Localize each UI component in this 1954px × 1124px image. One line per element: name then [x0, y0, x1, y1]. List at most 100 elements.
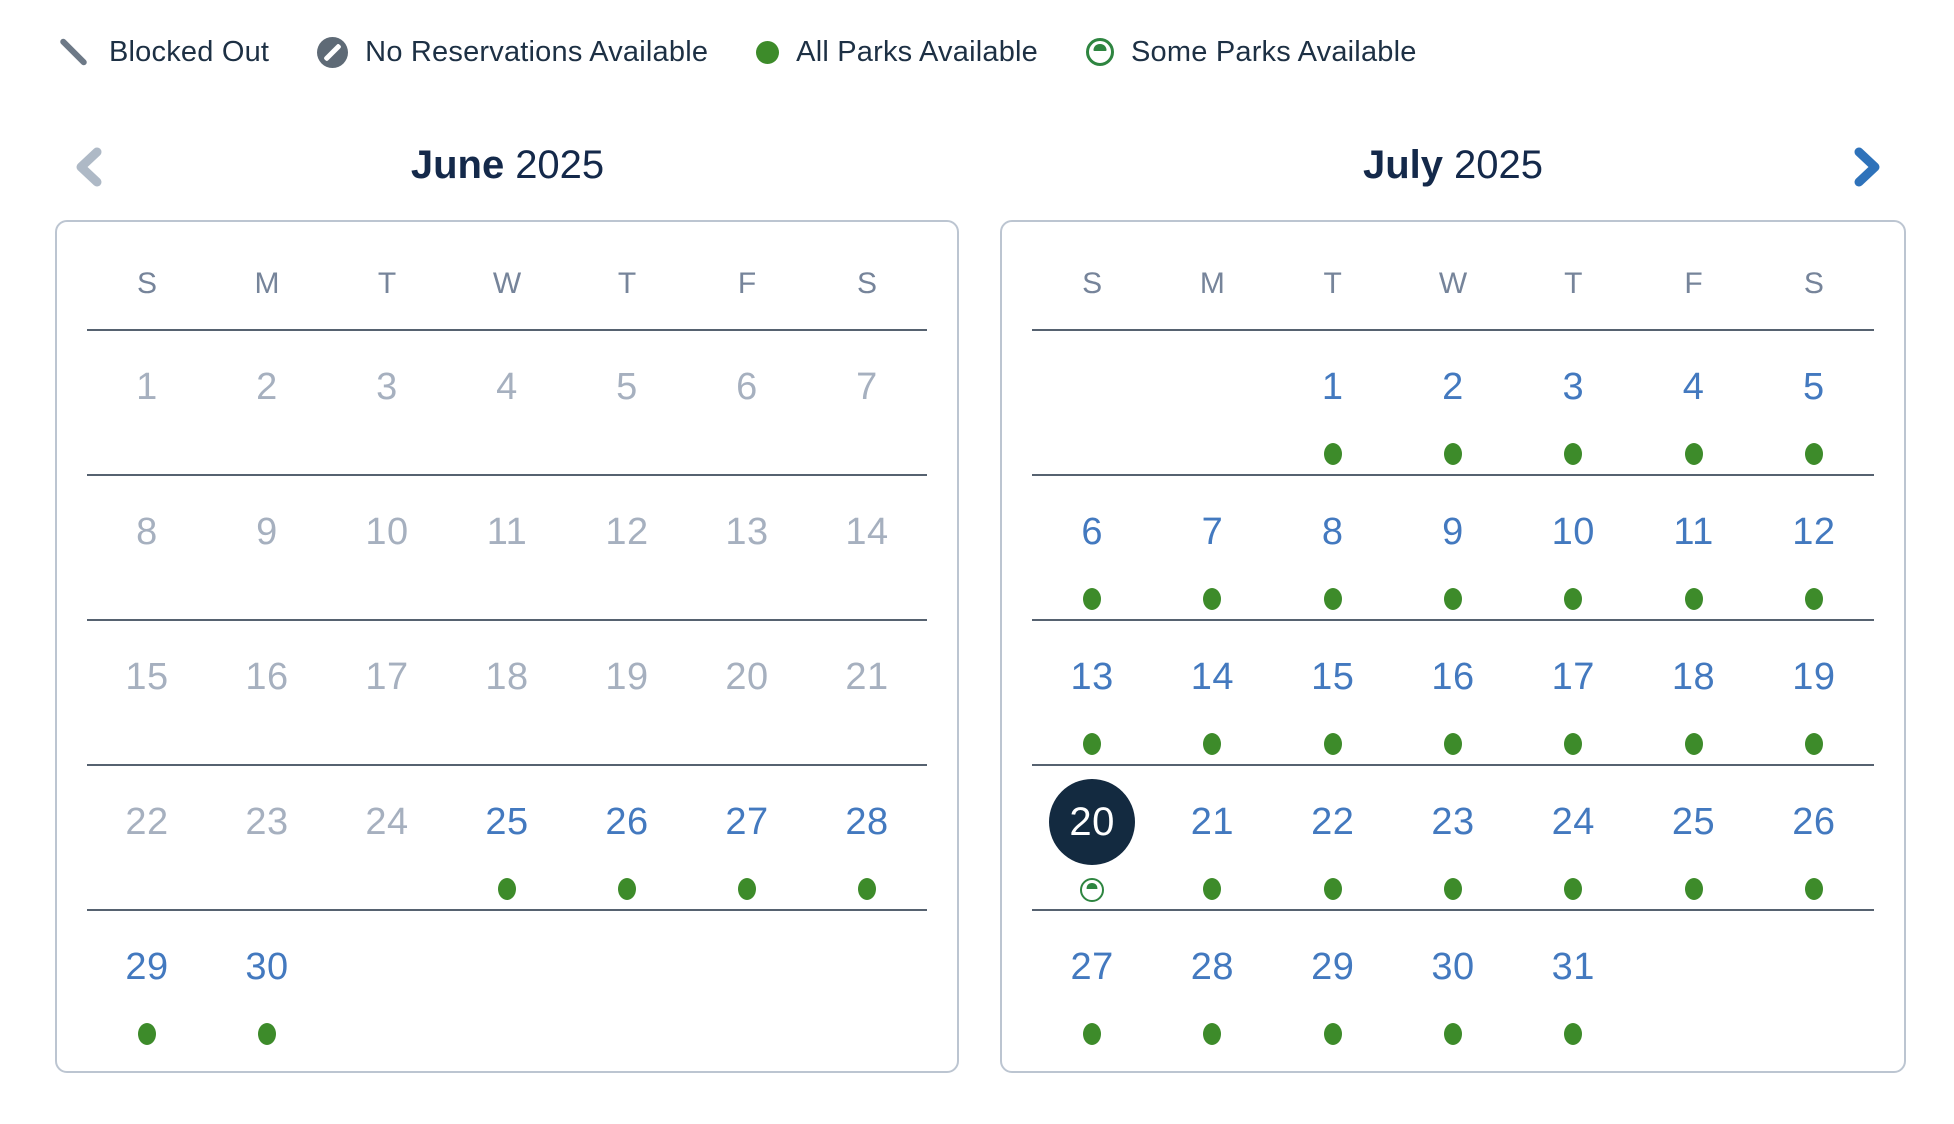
all-parks-available-dot — [1323, 1023, 1342, 1045]
day-number: 11 — [1673, 510, 1714, 553]
calendar-day[interactable]: 27 — [687, 766, 807, 911]
calendar-day[interactable]: 16 — [1393, 621, 1513, 766]
calendar-day[interactable]: 8 — [1273, 476, 1393, 621]
availability-area — [1323, 1023, 1342, 1056]
day-number: 24 — [1551, 800, 1595, 843]
day-number: 28 — [845, 800, 889, 843]
calendar-day[interactable]: 21 — [1152, 766, 1272, 911]
all-parks-available-dot — [1443, 733, 1462, 755]
day-number: 6 — [736, 365, 758, 408]
calendar-day[interactable]: 5 — [1754, 331, 1874, 476]
calendar-day[interactable]: 13 — [1032, 621, 1152, 766]
calendar-day[interactable]: 29 — [1273, 911, 1393, 1056]
all-parks-available-dot — [1804, 878, 1823, 900]
all-parks-available-dot — [1203, 878, 1222, 900]
calendar-day[interactable]: 22 — [1273, 766, 1393, 911]
calendar-day[interactable]: 7 — [1152, 476, 1272, 621]
all-parks-available-dot — [1804, 443, 1823, 465]
calendar-day[interactable]: 2 — [1393, 331, 1513, 476]
availability-area — [1203, 1023, 1222, 1056]
legend-label: No Reservations Available — [365, 35, 709, 68]
some-parks-available-icon — [1086, 38, 1115, 66]
calendar-day[interactable]: 3 — [1513, 331, 1633, 476]
calendar-day[interactable]: 10 — [1513, 476, 1633, 621]
day-of-week-label: T — [377, 266, 397, 300]
calendar-day[interactable]: 25 — [447, 766, 567, 911]
day-number: 29 — [1311, 945, 1355, 988]
calendar-day[interactable]: 30 — [207, 911, 327, 1056]
calendar-day[interactable]: 25 — [1633, 766, 1753, 911]
calendar-day: 11 — [447, 476, 567, 621]
calendar-day[interactable]: 9 — [1393, 476, 1513, 621]
calendar-day[interactable]: 29 — [87, 911, 207, 1056]
day-number: 19 — [1792, 655, 1836, 698]
week-row: 1 2 3 4 5 6 7 — [87, 329, 927, 474]
calendar-day[interactable]: 28 — [807, 766, 927, 911]
all-parks-available-dot — [1564, 588, 1583, 610]
availability-area — [498, 878, 516, 911]
calendar-day[interactable]: 12 — [1754, 476, 1874, 621]
calendar-day[interactable]: 28 — [1152, 911, 1272, 1056]
all-parks-available-dot — [1564, 1023, 1583, 1045]
calendar-day[interactable]: 26 — [567, 766, 687, 911]
selected-day-circle: 20 — [1049, 779, 1136, 865]
calendar-day[interactable]: 31 — [1513, 911, 1633, 1056]
calendar-day-empty — [1152, 331, 1272, 476]
day-number: 22 — [125, 800, 169, 843]
day-number: 13 — [1070, 655, 1114, 698]
day-number: 26 — [1792, 800, 1836, 843]
calendar-day[interactable]: 6 — [1032, 476, 1152, 621]
legend-item-blocked-out: Blocked Out — [56, 34, 269, 70]
calendar-day[interactable]: 1 — [1273, 331, 1393, 476]
legend-item-no-reservations: No Reservations Available — [317, 36, 708, 69]
calendar-day[interactable]: 24 — [1513, 766, 1633, 911]
calendar-day[interactable]: 30 — [1393, 911, 1513, 1056]
availability-area — [1564, 878, 1583, 911]
availability-area — [1323, 878, 1342, 911]
availability-area — [1564, 1023, 1583, 1056]
calendar-day[interactable]: 17 — [1513, 621, 1633, 766]
day-of-week-label: F — [1684, 266, 1703, 300]
availability-area — [1443, 733, 1462, 766]
previous-month-button[interactable] — [68, 144, 114, 190]
calendar-day-empty — [1633, 911, 1753, 1056]
day-number: 7 — [856, 365, 878, 408]
calendar-day[interactable]: 23 — [1393, 766, 1513, 911]
calendar-day[interactable]: 27 — [1032, 911, 1152, 1056]
availability-area — [1443, 1023, 1462, 1056]
availability-area — [1684, 878, 1703, 911]
all-parks-available-dot — [1203, 733, 1222, 755]
day-of-week-label: T — [617, 266, 637, 300]
calendar-day[interactable]: 26 — [1754, 766, 1874, 911]
all-parks-available-dot — [138, 1023, 156, 1045]
month-year: 2025 — [1454, 143, 1544, 187]
calendar-day[interactable]: 11 — [1633, 476, 1753, 621]
day-number: 4 — [496, 365, 518, 408]
day-number: 3 — [1562, 365, 1585, 408]
calendar-day[interactable]: 19 — [1754, 621, 1874, 766]
calendar-day-empty — [567, 911, 687, 1056]
availability-area — [1564, 588, 1583, 621]
availability-area — [1804, 588, 1823, 621]
calendar-day[interactable]: 15 — [1273, 621, 1393, 766]
day-of-week-label: S — [1803, 266, 1824, 300]
calendar-day[interactable]: 18 — [1633, 621, 1753, 766]
calendar-day[interactable]: 4 — [1633, 331, 1753, 476]
calendar-day: 20 — [687, 621, 807, 766]
day-number: 9 — [1442, 510, 1464, 553]
all-parks-available-dot — [1083, 588, 1102, 610]
week-row: 15 16 17 18 19 20 21 — [87, 619, 927, 764]
day-of-week-label: M — [1199, 266, 1225, 300]
next-month-button[interactable] — [1842, 144, 1888, 190]
calendar-day[interactable]: 14 — [1152, 621, 1272, 766]
all-parks-available-dot — [1564, 878, 1583, 900]
day-number: 14 — [1190, 655, 1235, 698]
week-row: 8 9 10 11 12 13 14 — [87, 474, 927, 619]
month-title-july: July 2025 — [1000, 141, 1906, 189]
availability-area — [618, 878, 636, 911]
day-number: 15 — [1311, 655, 1355, 698]
chevron-left-icon — [76, 147, 102, 187]
all-parks-available-dot — [738, 878, 756, 900]
calendar-day[interactable]: 20 — [1032, 766, 1152, 911]
